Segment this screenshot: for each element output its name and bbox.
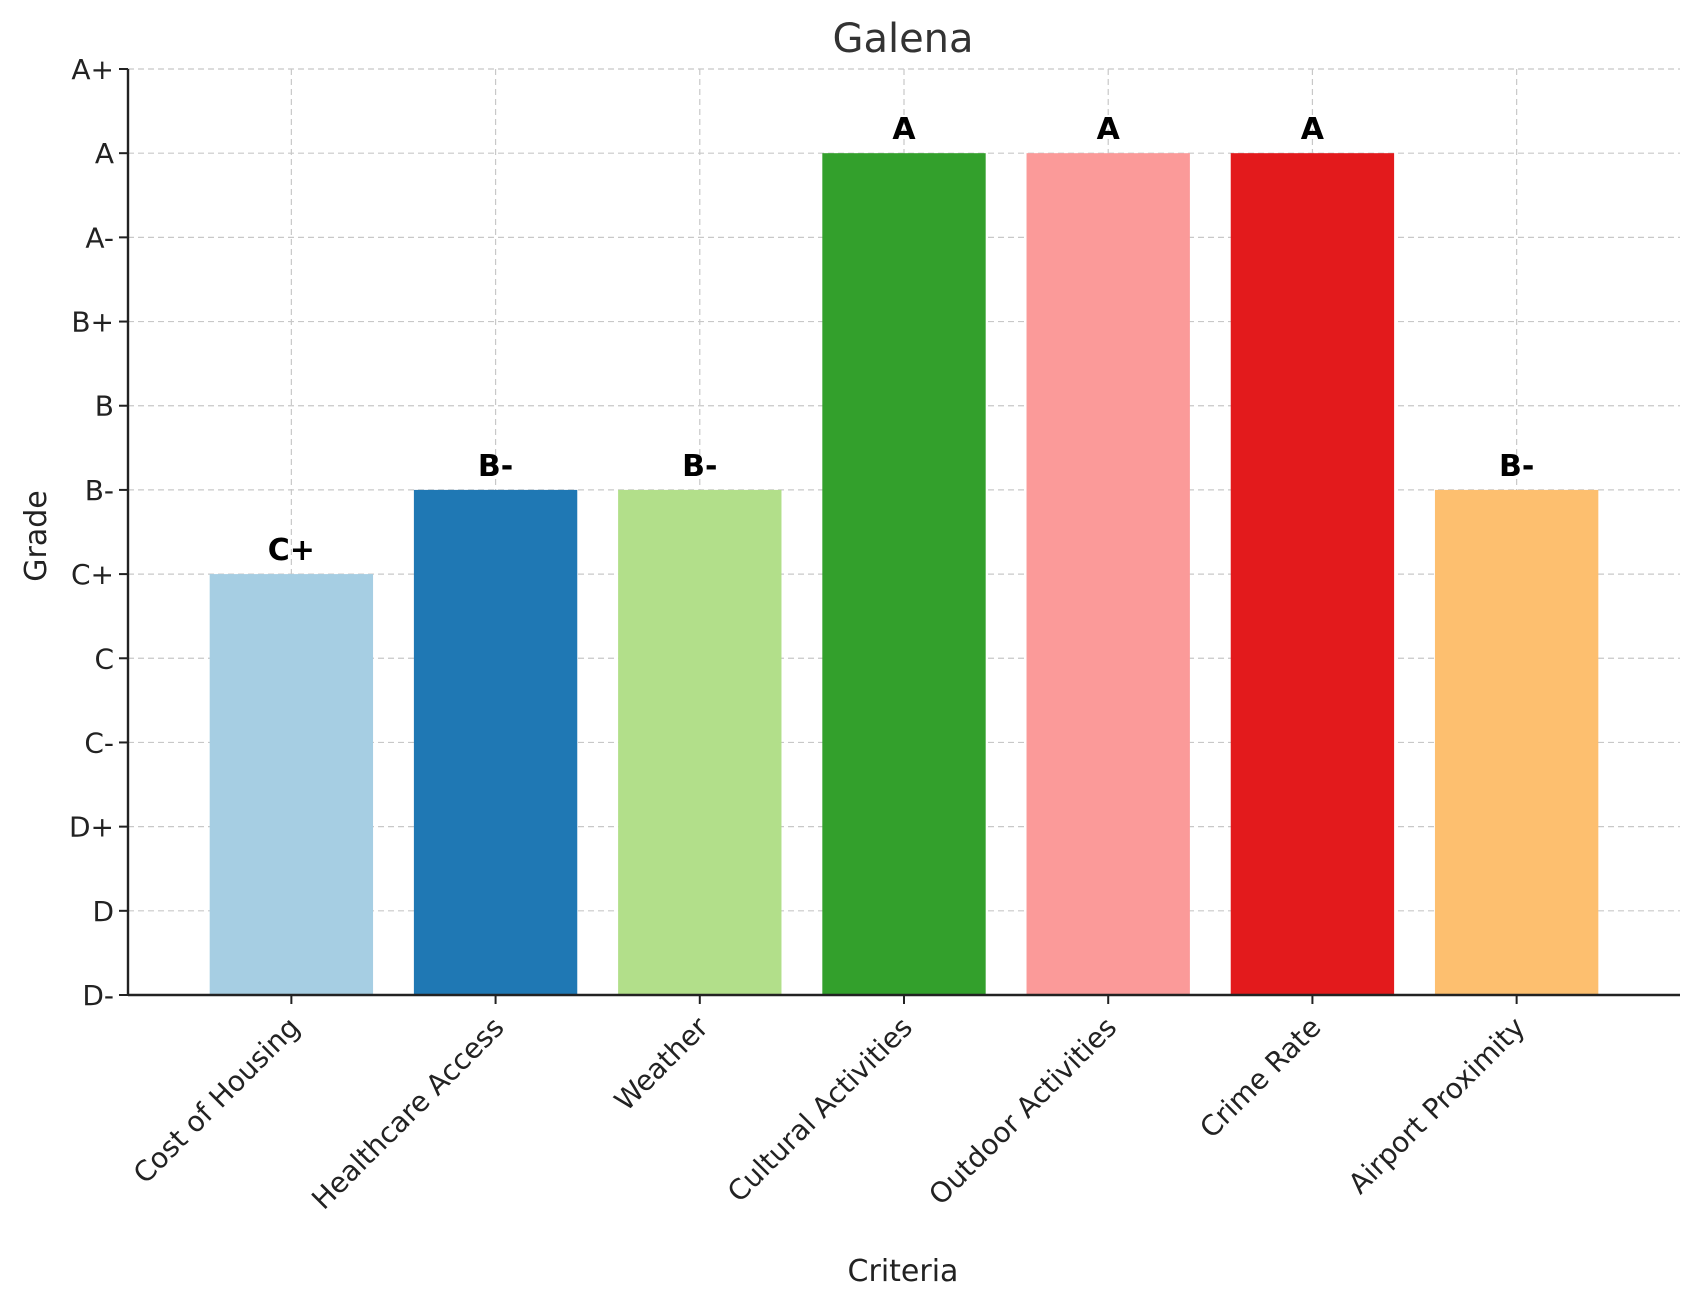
x-tick-label: Crime Rate [1193, 1011, 1327, 1145]
y-tick-label: C [94, 642, 114, 675]
x-tick-label: Airport Proximity [1342, 1011, 1532, 1201]
x-axis-label: Criteria [848, 1254, 959, 1289]
y-axis-label: Grade [19, 490, 54, 581]
bar [1026, 153, 1190, 995]
bars [209, 153, 1599, 995]
x-tick-label: Cost of Housing [127, 1011, 307, 1191]
bar [413, 489, 578, 995]
x-tick-label: Outdoor Activities [922, 1011, 1123, 1212]
y-tick-label: D+ [69, 811, 114, 844]
x-tick-label: Cultural Activities [721, 1011, 919, 1209]
y-tick-label: A+ [71, 53, 114, 86]
bar-value-label: B- [682, 449, 717, 484]
bar-value-label: A [892, 112, 916, 147]
y-tick-label: A [95, 137, 114, 170]
y-tick-label: B+ [71, 306, 114, 339]
bar-value-label: B- [478, 449, 513, 484]
bar-value-label: A [1097, 112, 1121, 147]
bar [1230, 153, 1395, 995]
y-tick-label: B- [85, 474, 114, 507]
bar [209, 574, 374, 995]
bar-labels: C+ B- B- A A A B- [268, 112, 1535, 568]
bar [822, 153, 986, 995]
chart-title: Galena [832, 16, 973, 62]
y-tick-label: D [92, 895, 114, 928]
bar [618, 489, 782, 995]
y-tick-label: C- [84, 726, 114, 759]
y-tick-label: D- [82, 979, 114, 1012]
x-tick-label: Weather [608, 1010, 715, 1117]
y-tick-label: B [95, 390, 114, 423]
x-tick-label: Healthcare Access [305, 1011, 510, 1216]
bar-value-label: A [1301, 112, 1325, 147]
bar [1434, 489, 1599, 995]
y-tick-label: A- [85, 221, 114, 254]
y-axis-ticks: D- D D+ C- C C+ B- B B+ A- A A+ [69, 53, 128, 1012]
bar-value-label: C+ [268, 533, 315, 568]
bar-value-label: B- [1499, 449, 1534, 484]
y-tick-label: C+ [71, 558, 114, 591]
